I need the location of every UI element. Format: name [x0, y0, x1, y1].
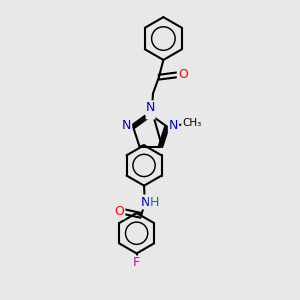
Text: H: H — [150, 196, 159, 208]
Text: CH₃: CH₃ — [182, 118, 201, 128]
Text: N: N — [169, 119, 178, 132]
Text: S: S — [147, 106, 154, 118]
Text: F: F — [133, 256, 140, 269]
Text: N: N — [141, 196, 151, 208]
Text: O: O — [178, 68, 188, 81]
Text: N: N — [122, 119, 131, 132]
Text: N: N — [146, 101, 155, 114]
Text: O: O — [114, 205, 124, 218]
